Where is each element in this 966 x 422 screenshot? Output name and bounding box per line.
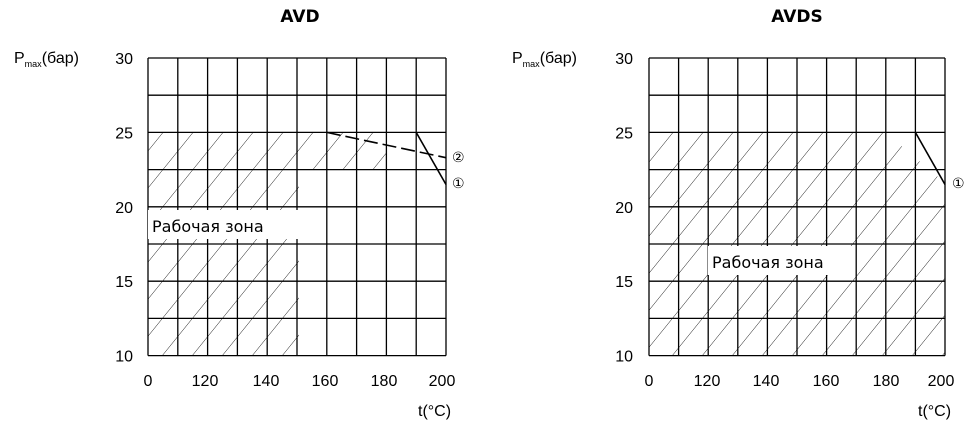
series-line (415, 132, 447, 185)
y-axis-label: Pmax(бар) (512, 50, 577, 69)
y-tick-label: 10 (115, 349, 133, 366)
x-tick-label: 0 (645, 373, 654, 390)
x-tick-label: 200 (429, 373, 456, 390)
x-axis-label: t(°C) (418, 403, 451, 420)
zone-label: Рабочая зона (152, 217, 264, 236)
series-marker-label: ① (952, 176, 965, 192)
y-tick-label: 10 (615, 349, 633, 366)
hatch-region (299, 132, 387, 169)
series-marker-label: ① (452, 176, 465, 192)
chart-title: AVDS (771, 7, 823, 27)
series-line (326, 131, 447, 159)
x-tick-label: 160 (813, 373, 840, 390)
zone-label-background (148, 210, 300, 239)
y-tick-label: 30 (115, 51, 133, 68)
x-tick-label: 140 (253, 373, 280, 390)
series-marker-label: ② (452, 150, 465, 166)
x-axis-label: t(°C) (918, 403, 951, 420)
x-tick-label: 200 (928, 373, 955, 390)
zone-label: Рабочая зона (712, 253, 824, 272)
y-tick-label: 30 (615, 51, 633, 68)
x-tick-label: 140 (753, 373, 780, 390)
y-tick-label: 15 (615, 274, 633, 291)
y-tick-label: 25 (115, 125, 133, 142)
series-line (914, 132, 946, 185)
zone-label-background (708, 246, 854, 275)
x-tick-label: 0 (144, 373, 153, 390)
x-tick-label: 180 (371, 373, 398, 390)
y-axis-label: Pmax(бар) (14, 50, 79, 69)
x-tick-label: 120 (192, 373, 219, 390)
chart-avd: ① ② Рабочая зона AVD Pmax(бар) 10 15 20 25 30 0 120… (14, 7, 465, 420)
x-tick-label: 120 (694, 373, 721, 390)
x-tick-label: 160 (312, 373, 339, 390)
x-tick-label: 180 (873, 373, 900, 390)
chart-title: AVD (280, 7, 319, 27)
chart-avds: ① Рабочая зона AVDS Pmax(бар) 10 15 20 25 30 0 120… (512, 7, 965, 420)
y-tick-label: 20 (615, 200, 633, 217)
y-tick-label: 25 (615, 125, 633, 142)
y-tick-label: 20 (115, 200, 133, 217)
y-tick-label: 15 (115, 274, 133, 291)
